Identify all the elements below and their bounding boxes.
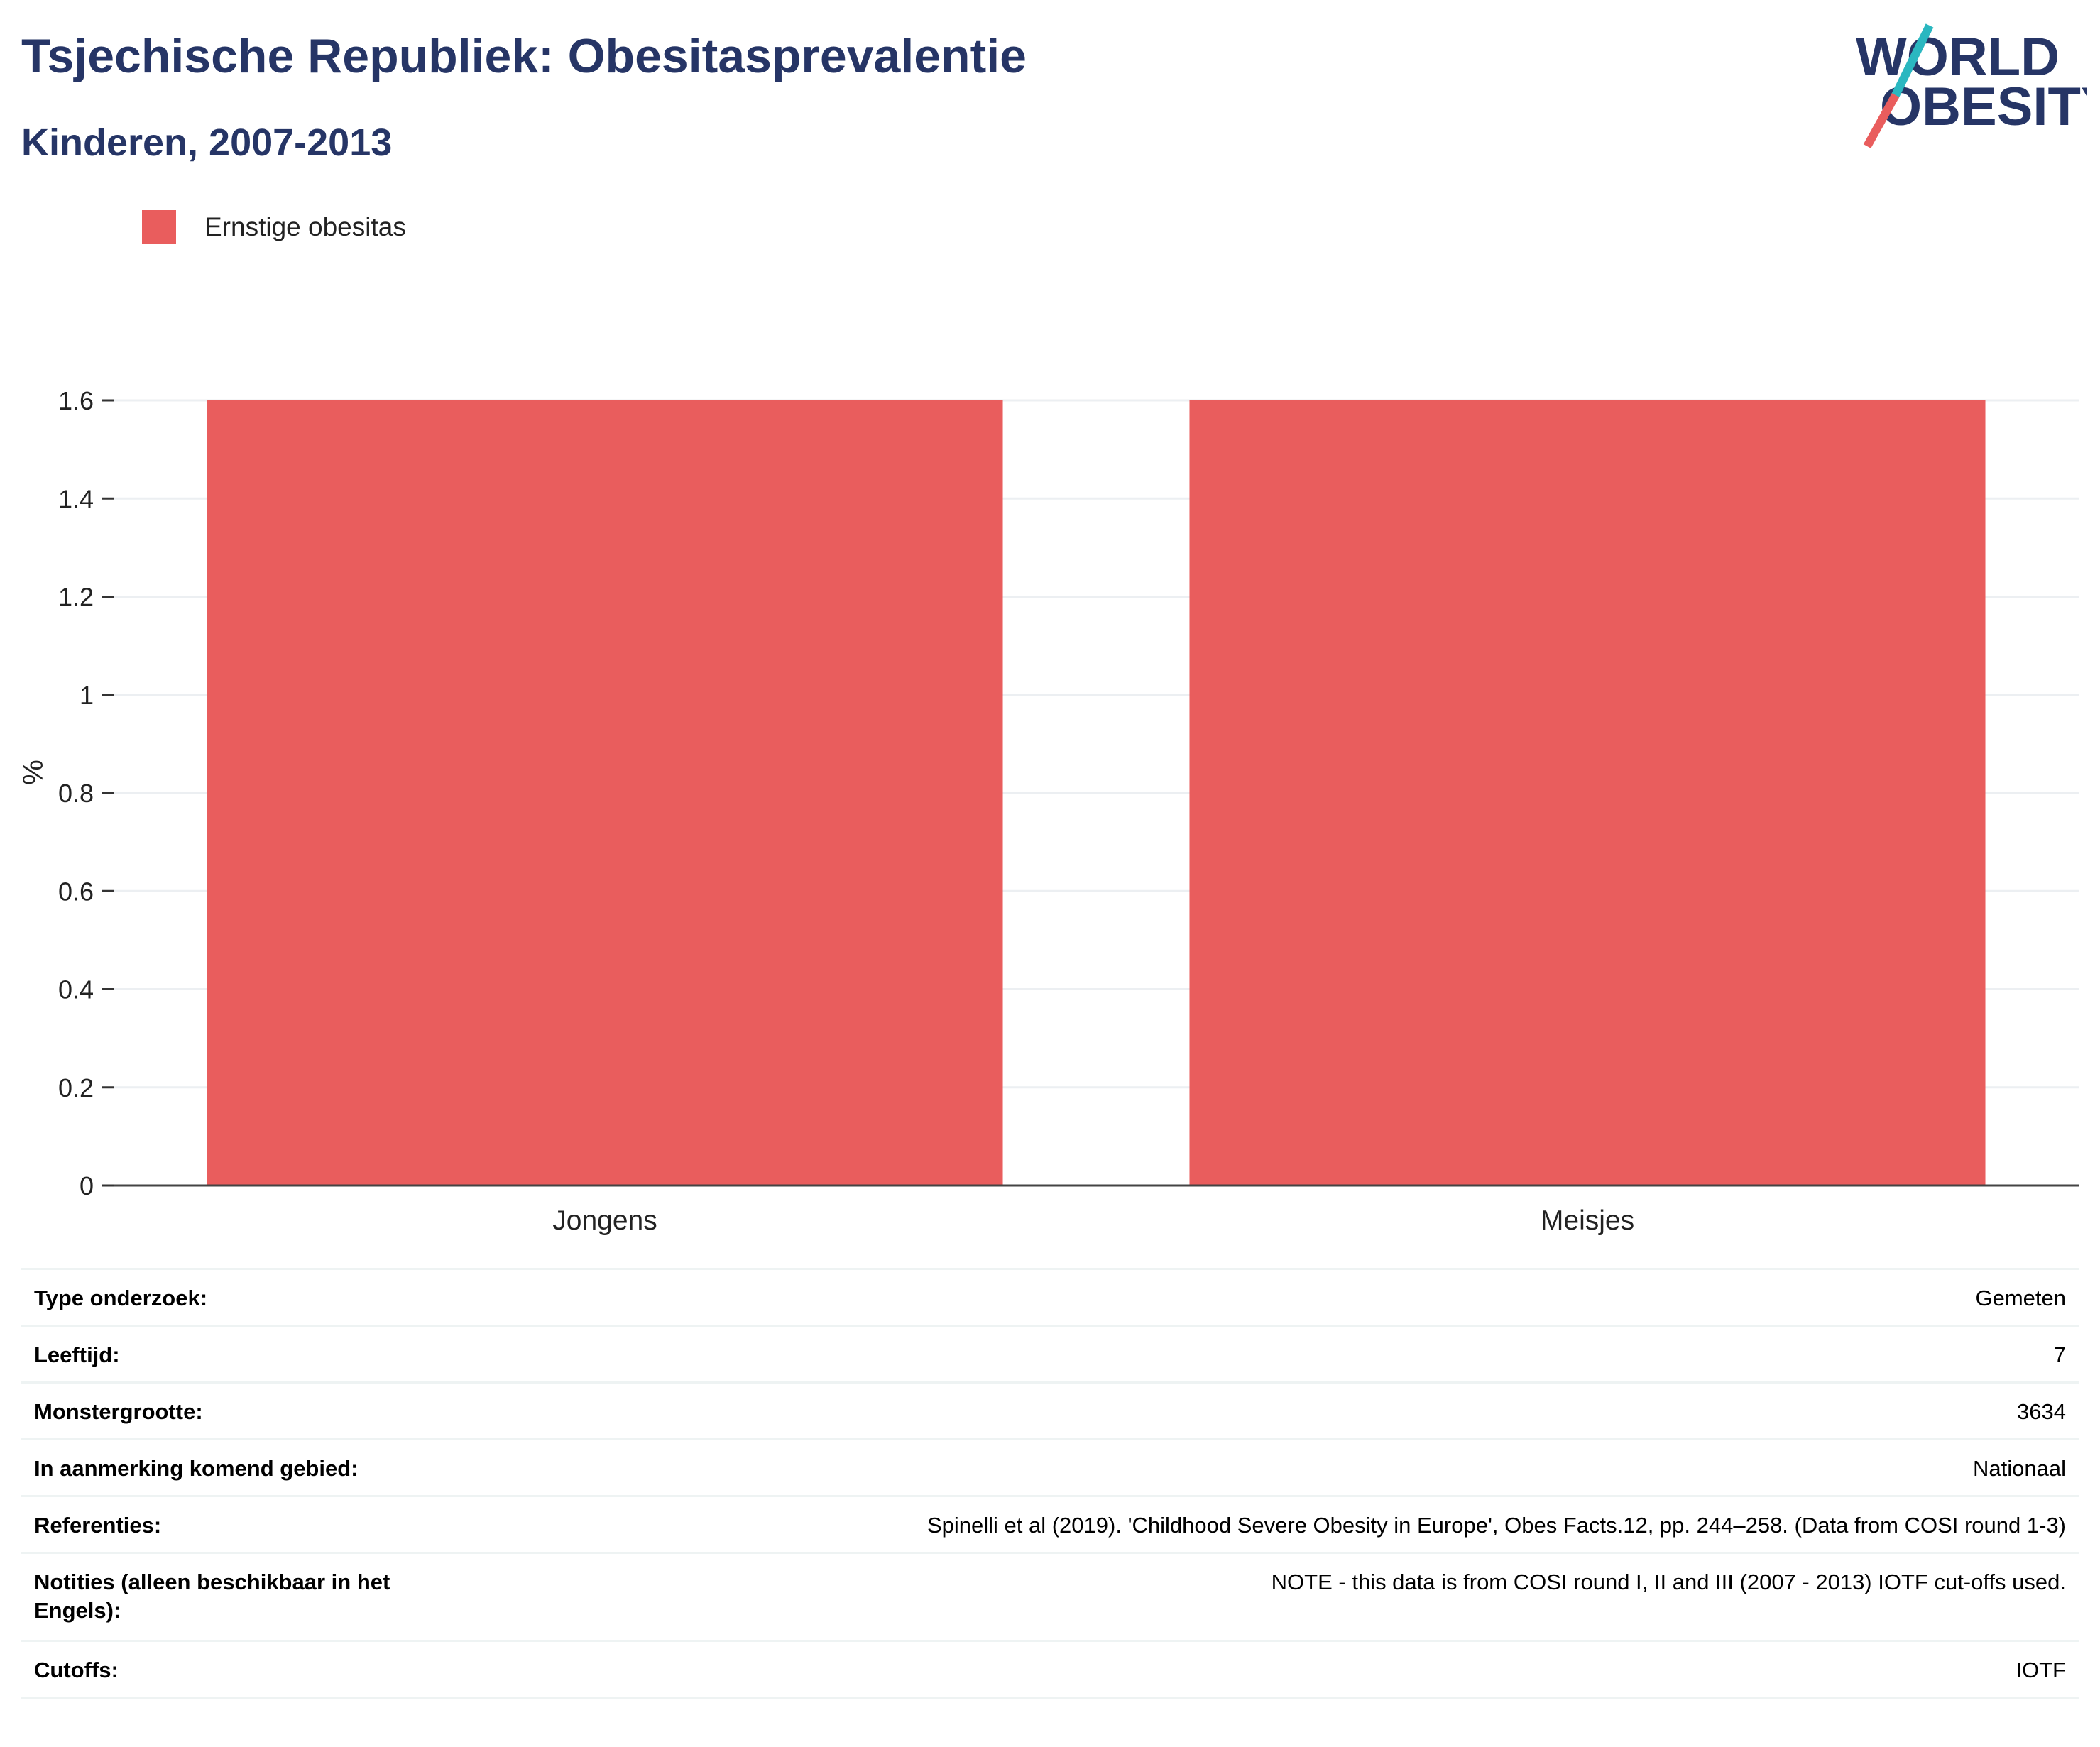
- bar-chart: 0 0.2 0.4 0.6 0.8 1 1.2 1.4 1.6 Jongens Meisjes %: [18, 386, 2079, 1236]
- chart-legend: Ernstige obesitas: [142, 210, 406, 244]
- info-table: Type onderzoek: Gemeten Leeftijd: 7 Monsterg…: [21, 1268, 2079, 1699]
- bar-jongens[interactable]: [207, 400, 1003, 1185]
- y-tick-label: 0.4: [58, 975, 94, 1004]
- info-value: Gemeten: [1975, 1286, 2066, 1310]
- bars: [207, 400, 1986, 1185]
- info-row: In aanmerking komend gebied: Nationaal: [21, 1440, 2079, 1497]
- info-label: In aanmerking komend gebied:: [34, 1456, 359, 1481]
- info-label: Cutoffs:: [34, 1658, 119, 1682]
- info-row: Monstergrootte: 3634: [21, 1384, 2079, 1440]
- info-value: NOTE - this data is from COSI round I, I…: [1271, 1570, 2066, 1594]
- logo-slash-teal: [1890, 23, 1934, 100]
- y-axis-ticks: 0 0.2 0.4 0.6 0.8 1 1.2 1.4 1.6: [58, 386, 114, 1200]
- y-tick-label: 1.2: [58, 583, 94, 612]
- logo-text-obesity: OBESITY: [1880, 77, 2087, 137]
- x-tick-label: Meisjes: [1541, 1205, 1634, 1236]
- info-row: Referenties: Spinelli et al (2019). 'Chil…: [21, 1497, 2079, 1554]
- y-tick-label: 0: [80, 1171, 94, 1200]
- y-tick-label: 0.2: [58, 1073, 94, 1102]
- y-tick-label: 0.6: [58, 877, 94, 906]
- y-tick-label: 1: [80, 681, 94, 710]
- page-title: Tsjechische Republiek: Obesitasprevalent…: [21, 29, 1027, 83]
- y-tick-label: 0.8: [58, 779, 94, 808]
- info-row: Leeftijd: 7: [21, 1327, 2079, 1384]
- info-label: Monstergrootte:: [34, 1399, 203, 1424]
- logo-slash-red: [1863, 93, 1900, 148]
- info-value: Nationaal: [1973, 1456, 2066, 1481]
- legend-label-severe-obesity[interactable]: Ernstige obesitas: [204, 212, 406, 241]
- world-obesity-logo: WORLD OBESITY: [1856, 23, 2087, 148]
- y-axis-label: %: [18, 760, 49, 785]
- info-label: Referenties:: [34, 1513, 162, 1538]
- x-tick-label: Jongens: [552, 1205, 657, 1236]
- info-row: Type onderzoek: Gemeten: [21, 1270, 2079, 1327]
- logo-text-world: WORLD: [1856, 27, 2060, 87]
- info-value: IOTF: [2016, 1658, 2066, 1682]
- info-value: 7: [2053, 1342, 2066, 1367]
- info-label: Notities (alleen beschikbaar in het Enge…: [34, 1570, 390, 1623]
- info-row: Notities (alleen beschikbaar in het Enge…: [21, 1554, 2079, 1642]
- info-label: Leeftijd:: [34, 1342, 120, 1367]
- info-label: Type onderzoek:: [34, 1286, 208, 1310]
- page-subtitle: Kinderen, 2007-2013: [21, 121, 393, 164]
- info-value: 3634: [2017, 1399, 2066, 1424]
- info-row: Cutoffs: IOTF: [21, 1642, 2079, 1699]
- legend-swatch-severe-obesity[interactable]: [142, 210, 176, 244]
- bar-meisjes[interactable]: [1189, 400, 1986, 1185]
- y-tick-label: 1.6: [58, 386, 94, 415]
- x-axis-ticks: Jongens Meisjes: [114, 1184, 2079, 1236]
- info-value: Spinelli et al (2019). 'Childhood Severe…: [926, 1513, 2066, 1538]
- y-tick-label: 1.4: [58, 484, 94, 513]
